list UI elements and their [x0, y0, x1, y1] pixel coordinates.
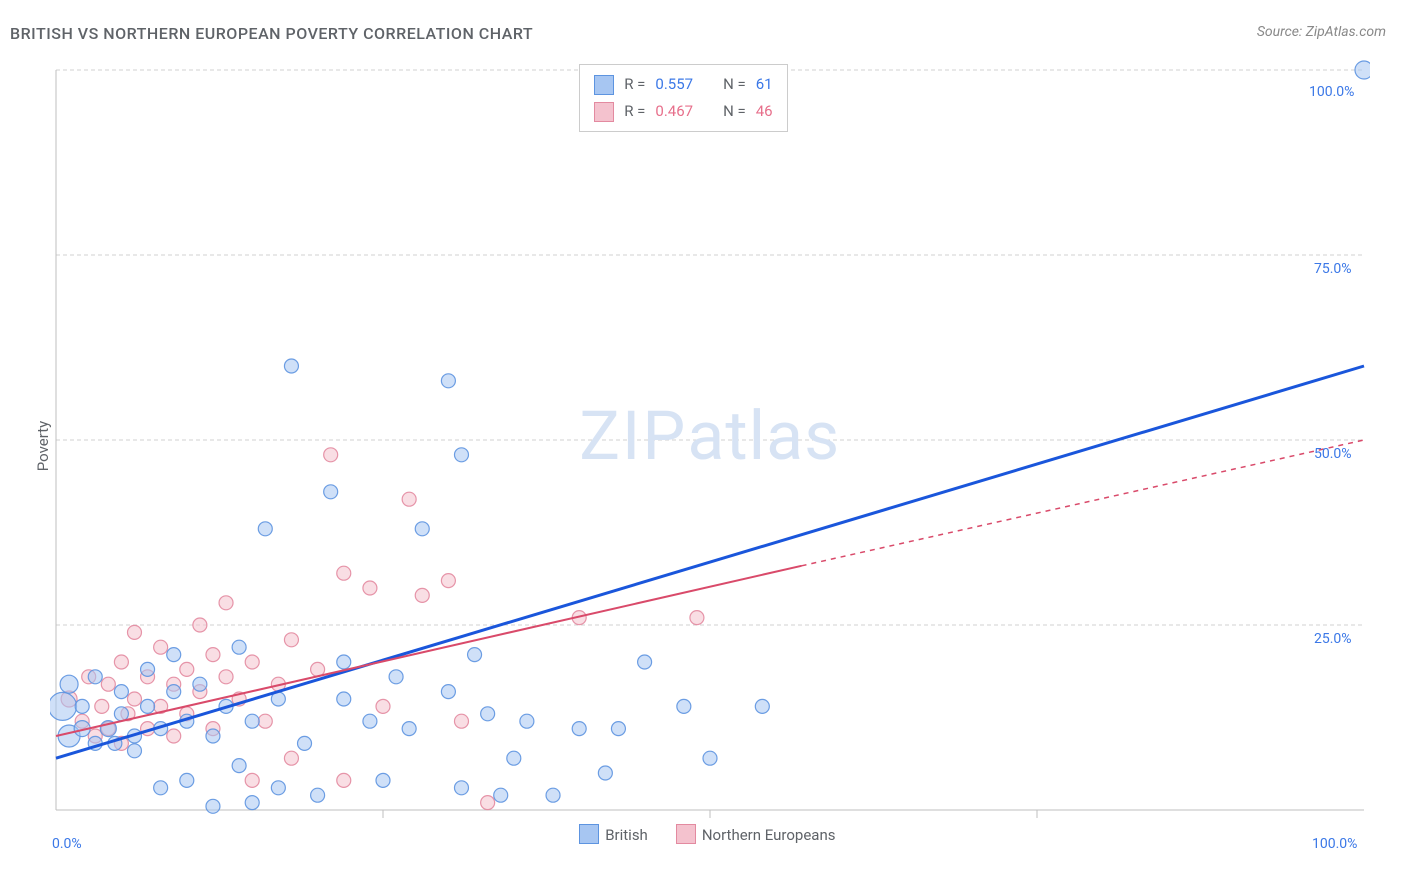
chart-plot	[50, 60, 1370, 830]
r-label: R =	[624, 98, 645, 125]
x-tick-100: 100.0%	[1312, 836, 1357, 852]
r-value: 0.557	[655, 71, 693, 98]
legend-swatch	[676, 824, 696, 844]
n-label: N =	[723, 98, 746, 125]
x-tick-0: 0.0%	[52, 836, 82, 852]
r-value: 0.467	[655, 98, 693, 125]
legend-label: Northern Europeans	[702, 826, 836, 844]
r-label: R =	[624, 71, 645, 98]
y-tick-75: 75.0%	[1314, 261, 1352, 277]
chart-title: BRITISH VS NORTHERN EUROPEAN POVERTY COR…	[10, 24, 533, 43]
bottom-legend: British Northern Europeans	[579, 824, 835, 844]
legend-item: Northern Europeans	[676, 824, 836, 844]
stats-legend-box: R = 0.557 N = 61 R = 0.467 N = 46	[579, 64, 787, 132]
legend-swatch	[594, 75, 614, 95]
y-tick-25: 25.0%	[1314, 631, 1352, 647]
stats-row: R = 0.467 N = 46	[594, 98, 772, 125]
n-value: 61	[756, 71, 773, 98]
legend-label: British	[605, 826, 648, 844]
y-tick-100: 100.0%	[1309, 84, 1354, 100]
y-tick-50: 50.0%	[1314, 446, 1352, 462]
source-label: Source: ZipAtlas.com	[1257, 24, 1386, 40]
legend-swatch	[594, 102, 614, 122]
n-label: N =	[723, 71, 746, 98]
legend-swatch	[579, 824, 599, 844]
legend-item: British	[579, 824, 648, 844]
stats-row: R = 0.557 N = 61	[594, 71, 772, 98]
n-value: 46	[756, 98, 773, 125]
chart-svg	[50, 60, 1370, 830]
